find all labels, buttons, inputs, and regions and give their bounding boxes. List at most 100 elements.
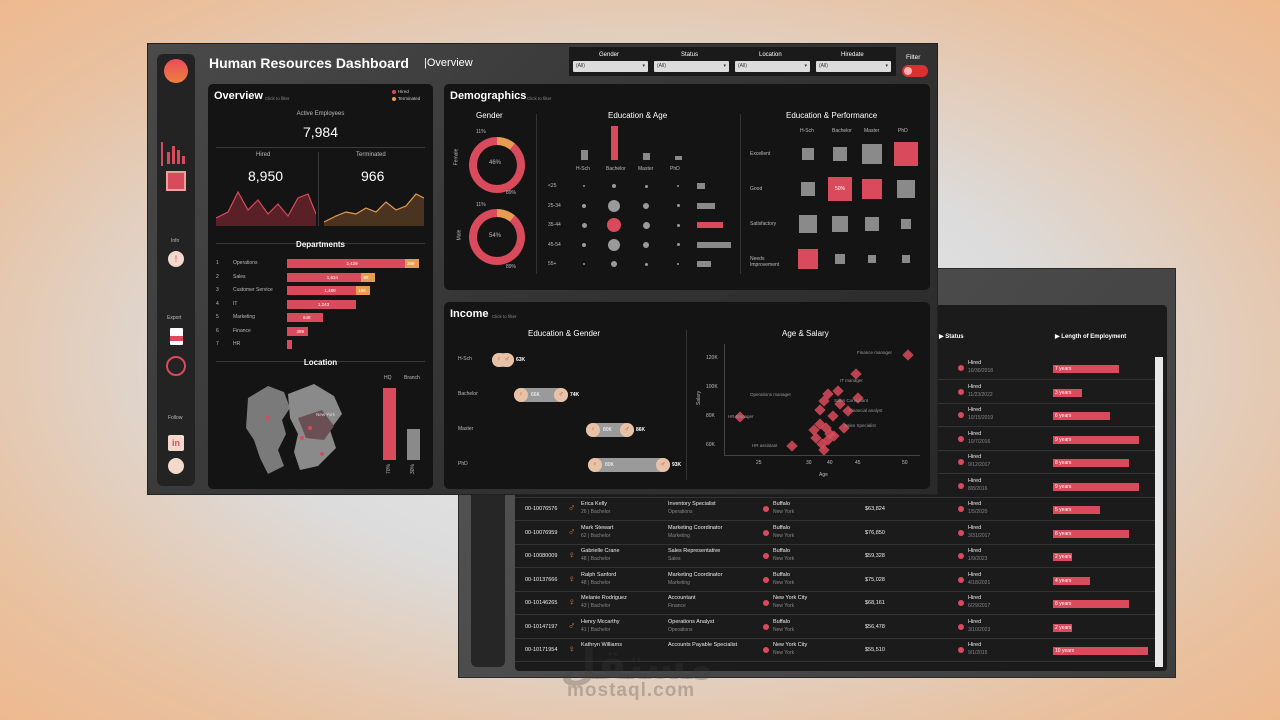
edu-count-bar[interactable] bbox=[643, 153, 650, 160]
edu-age-dot[interactable] bbox=[607, 218, 621, 232]
edu-age-dot[interactable] bbox=[608, 238, 620, 251]
female-donut[interactable] bbox=[469, 137, 525, 193]
edu-age-dot[interactable] bbox=[644, 262, 648, 266]
website-icon[interactable] bbox=[168, 458, 184, 474]
table-row[interactable]: 00-10137666 ♀ Ralph Sanford 48 | Bachelor Ma… bbox=[515, 569, 1155, 592]
edu-count-bar[interactable] bbox=[611, 126, 618, 160]
edu-age-dot[interactable] bbox=[581, 222, 587, 228]
female-top-pct: 11% bbox=[476, 129, 486, 135]
dept-rank: 5 bbox=[216, 314, 219, 320]
edu-perf-square[interactable]: 50% bbox=[828, 177, 852, 201]
income-range-pill[interactable]: ♀ ♂ 66K bbox=[514, 388, 568, 402]
hired-label: Hired bbox=[256, 152, 271, 158]
dept-bar[interactable]: 1,489 156 bbox=[287, 286, 371, 295]
table-row[interactable]: Hired 8/8/2016 9 years bbox=[515, 475, 1155, 498]
overview-nav-icon[interactable] bbox=[161, 142, 191, 166]
edu-perf-square[interactable] bbox=[833, 147, 847, 161]
edu-perf-square[interactable] bbox=[832, 216, 848, 232]
employee-id: 00-10146265 bbox=[525, 600, 558, 606]
status-text: Hired bbox=[968, 524, 982, 531]
dept-bar[interactable]: 389 bbox=[287, 326, 309, 336]
table-row[interactable]: 00-10146265 ♀ Melanie Rodriguez 43 | Bachel… bbox=[515, 592, 1155, 615]
income-range-pill[interactable]: ♀ ♂ 80K bbox=[586, 423, 634, 437]
table-row[interactable]: 00-10076576 ♂ Erica Kelly 26 | Bachelor Inve… bbox=[515, 498, 1155, 521]
location-filter-select[interactable]: (All) ▾ bbox=[735, 61, 810, 72]
edu-age-dot[interactable] bbox=[676, 243, 680, 246]
table-row[interactable]: 00-10076959 ♂ Mark Stewart 62 | Bachelor Mar… bbox=[515, 522, 1155, 545]
edu-perf-square[interactable] bbox=[865, 217, 879, 231]
income-card: Income Click to filter Education & Gende… bbox=[444, 302, 930, 489]
edu-perf-square[interactable] bbox=[835, 254, 845, 264]
dept-bar[interactable]: 1,634 98 bbox=[287, 272, 376, 282]
length-column-header[interactable]: ▶ Length of Employment bbox=[1055, 334, 1127, 340]
linkedin-icon[interactable]: in bbox=[168, 435, 184, 451]
dept-bar[interactable] bbox=[287, 340, 293, 349]
age-count-bar[interactable] bbox=[697, 183, 705, 189]
table-row[interactable]: 00-10171954 ♀ Kathryn Williams Accounts Pay… bbox=[515, 639, 1155, 662]
edu-perf-square[interactable] bbox=[799, 215, 817, 233]
hq-bar[interactable] bbox=[383, 388, 396, 460]
pdf-export-icon[interactable] bbox=[170, 328, 183, 345]
edu-count-bar[interactable] bbox=[675, 156, 682, 160]
edu-age-dot[interactable] bbox=[612, 184, 616, 188]
income-range-pill[interactable]: ♀ ♂ bbox=[492, 353, 514, 367]
edu-age-dot[interactable] bbox=[643, 202, 649, 209]
details-nav-icon[interactable] bbox=[166, 171, 186, 191]
male-donut[interactable] bbox=[469, 209, 525, 265]
edu-age-dot[interactable] bbox=[583, 263, 585, 265]
table-row[interactable]: 00-10147197 ♂ Henry Mccarthy 41 | Bachelor O… bbox=[515, 616, 1155, 639]
image-export-icon[interactable] bbox=[166, 356, 186, 376]
dept-bar[interactable]: 2,429 289 bbox=[287, 259, 419, 268]
age-count-bar[interactable] bbox=[697, 202, 715, 209]
edu-age-dot[interactable] bbox=[676, 223, 680, 227]
edu-age-dot[interactable] bbox=[677, 185, 679, 187]
info-icon[interactable]: ! bbox=[168, 251, 184, 267]
branch-bar[interactable] bbox=[407, 429, 420, 460]
department: Finance bbox=[668, 603, 686, 609]
edu-perf-square[interactable] bbox=[901, 219, 911, 229]
age-group-label: 55+ bbox=[548, 261, 557, 267]
age-count-bar[interactable] bbox=[697, 261, 711, 267]
status-filter-select[interactable]: (All) ▾ bbox=[654, 61, 729, 72]
edu-age-dot[interactable] bbox=[676, 204, 680, 207]
table-scrollbar[interactable] bbox=[1155, 357, 1163, 667]
status-column-header[interactable]: ▶ Status bbox=[939, 334, 964, 340]
status-date: 1/5/2020 bbox=[968, 509, 988, 515]
city: Buffalo bbox=[773, 501, 791, 507]
edu-age-dot[interactable] bbox=[582, 203, 586, 208]
age-tick: 40 bbox=[827, 460, 833, 466]
edu-age-dot[interactable] bbox=[677, 263, 679, 265]
table-row[interactable]: 00-10080009 ♀ Gabrielle Crane 48 | Bachelor… bbox=[515, 545, 1155, 568]
age-salary-scatter[interactable] bbox=[724, 344, 920, 456]
dept-bar[interactable]: 648 bbox=[287, 313, 323, 322]
edu-perf-square[interactable] bbox=[862, 144, 882, 164]
edu-age-dot[interactable] bbox=[582, 242, 586, 247]
edu-age-dot[interactable] bbox=[611, 261, 617, 267]
edu-count-bar[interactable] bbox=[581, 150, 588, 160]
edu-perf-square[interactable] bbox=[894, 142, 918, 166]
edu-age-dot[interactable] bbox=[583, 185, 585, 187]
edu-perf-square[interactable] bbox=[902, 255, 910, 263]
location-map[interactable] bbox=[238, 378, 348, 478]
edu-perf-square[interactable] bbox=[802, 148, 814, 160]
edu-age-dot[interactable] bbox=[608, 199, 620, 212]
status-date: 3/10/2023 bbox=[968, 626, 991, 633]
age-count-bar[interactable] bbox=[697, 222, 723, 228]
state: New York bbox=[773, 603, 795, 609]
gender-filter-select[interactable]: (All) ▾ bbox=[573, 61, 648, 72]
edu-perf-square[interactable] bbox=[798, 249, 818, 269]
edu-perf-square[interactable] bbox=[862, 179, 882, 199]
filter-toggle[interactable] bbox=[902, 65, 928, 77]
edu-age-dot[interactable] bbox=[643, 241, 649, 248]
income-range-pill[interactable]: ♀ ♂ 80K bbox=[588, 458, 670, 472]
edu-perf-square[interactable] bbox=[897, 180, 915, 198]
edu-perf-square[interactable] bbox=[868, 255, 876, 263]
employee-meta: 48 | Bachelor bbox=[581, 556, 611, 562]
edu-perf-square[interactable] bbox=[801, 182, 815, 196]
edu-age-dot[interactable] bbox=[642, 221, 650, 229]
dept-rank: 3 bbox=[216, 287, 219, 293]
hiredate-filter-select[interactable]: (All) ▾ bbox=[816, 61, 891, 72]
edu-age-dot[interactable] bbox=[644, 184, 648, 188]
dept-bar[interactable]: 1,243 bbox=[287, 299, 356, 309]
age-count-bar[interactable] bbox=[697, 241, 731, 248]
